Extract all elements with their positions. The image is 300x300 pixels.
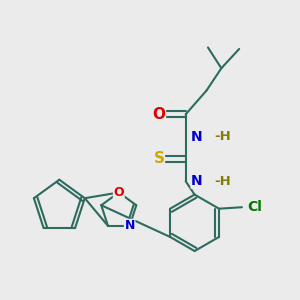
- Text: N: N: [191, 130, 203, 144]
- Text: O: O: [113, 186, 124, 199]
- Text: N: N: [124, 219, 135, 232]
- Text: S: S: [153, 152, 164, 166]
- Text: -H: -H: [214, 130, 231, 143]
- Text: N: N: [191, 174, 203, 188]
- Text: Cl: Cl: [247, 200, 262, 214]
- Text: -H: -H: [214, 175, 231, 188]
- Text: O: O: [152, 107, 165, 122]
